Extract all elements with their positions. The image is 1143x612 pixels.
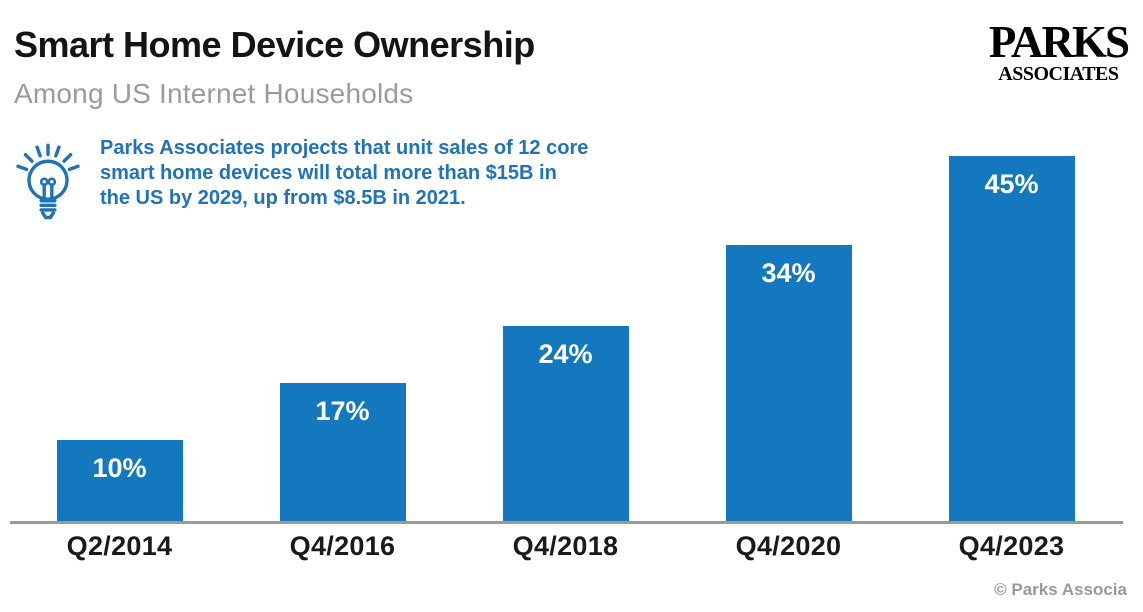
bars-container: 10% 17% 24% 34% 45% — [8, 141, 1123, 521]
insight-callout: Parks Associates projects that unit sale… — [10, 130, 588, 229]
bar-value-label: 10% — [92, 453, 147, 483]
callout-line: smart home devices will total more than … — [100, 162, 557, 184]
x-axis-label: Q4/2016 — [289, 531, 396, 561]
parks-associates-logo: PARKS ASSOCIATES — [988, 17, 1130, 85]
bar-value-label: 34% — [761, 258, 816, 288]
bar: 45% — [948, 156, 1075, 521]
x-axis-label: Q2/2014 — [66, 531, 173, 561]
logo-associates-text: ASSOCIATES — [998, 63, 1119, 85]
bar-slot: 17% — [231, 383, 454, 521]
bar: 34% — [725, 245, 852, 521]
callout-text: Parks Associates projects that unit sale… — [100, 130, 588, 211]
x-axis-labels: Q2/2014 Q4/2016 Q4/2018 Q4/2020 Q4/2023 — [8, 531, 1123, 562]
lightbulb-icon — [16, 143, 80, 220]
bar-value-label: 24% — [538, 339, 593, 369]
bar-slot: 10% — [8, 440, 231, 521]
bar-slot: 34% — [677, 245, 900, 521]
copyright-text: © Parks Associa — [994, 580, 1127, 599]
x-axis-label: Q4/2020 — [735, 531, 842, 561]
bar-slot: 24% — [454, 326, 677, 521]
callout-line: the US by 2029, up from $8.5B in 2021. — [100, 187, 466, 209]
x-axis-label: Q4/2018 — [512, 531, 619, 561]
callout-line: Parks Associates projects that unit sale… — [100, 137, 589, 159]
bar-value-label: 45% — [984, 169, 1039, 199]
page-title: Smart Home Device Ownership — [14, 24, 535, 65]
bar-slot: 45% — [900, 156, 1123, 521]
x-axis-label: Q4/2023 — [958, 531, 1065, 561]
bar: 24% — [502, 326, 629, 521]
bar-value-label: 17% — [315, 396, 370, 426]
logo-parks-text: PARKS — [988, 17, 1130, 67]
x-axis-line — [10, 521, 1123, 524]
bar: 17% — [279, 383, 406, 521]
bar: 10% — [56, 440, 183, 521]
page-subtitle: Among US Internet Households — [14, 78, 414, 109]
